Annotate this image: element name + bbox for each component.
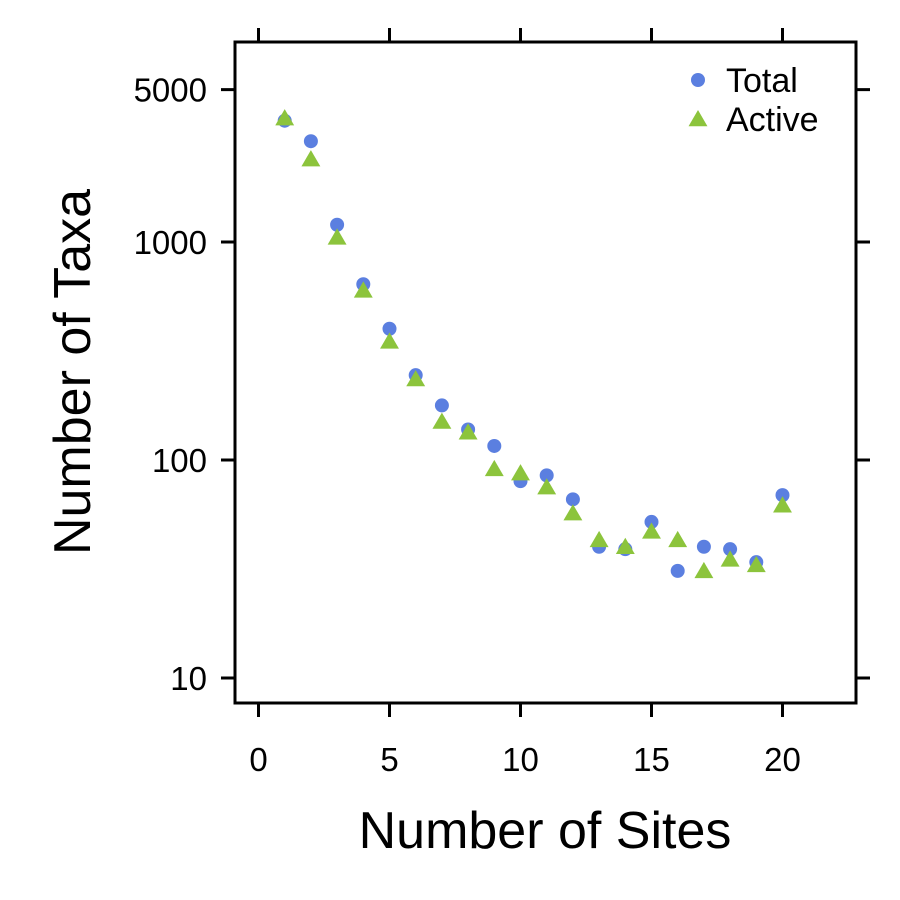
point-total	[303, 134, 318, 149]
point-total	[382, 321, 397, 336]
point-active	[589, 530, 609, 548]
point-active	[406, 370, 426, 387]
point-active	[275, 109, 295, 126]
point-total	[775, 488, 790, 503]
series-active	[275, 109, 792, 579]
point-active	[746, 555, 766, 573]
x-tick-label: 10	[502, 741, 539, 778]
data-points	[275, 109, 792, 579]
point-total	[487, 438, 502, 453]
y-tick-label: 10	[170, 660, 207, 697]
x-axis: 0 5 10 15 20	[249, 28, 801, 778]
point-active	[301, 150, 321, 167]
point-active	[615, 537, 635, 554]
point-active	[720, 550, 740, 567]
point-total	[696, 539, 711, 554]
point-total	[330, 217, 345, 232]
point-total	[565, 492, 580, 507]
x-tick-label: 15	[633, 741, 670, 778]
point-active	[327, 228, 347, 245]
legend-label-active: Active	[726, 101, 819, 139]
series-total	[277, 113, 790, 578]
point-active	[563, 504, 583, 521]
plot-frame	[233, 40, 858, 705]
point-active	[432, 412, 452, 429]
y-axis-title: Number of Taxa	[44, 189, 102, 555]
y-tick-label: 1000	[134, 224, 207, 261]
point-active	[380, 332, 399, 349]
point-active	[668, 530, 688, 548]
legend-marker-active	[688, 110, 708, 127]
y-axis: 10 100 1000 5000	[134, 72, 870, 697]
point-total	[434, 398, 449, 413]
point-active	[537, 478, 557, 495]
point-active	[484, 459, 504, 477]
point-active	[773, 496, 792, 513]
point-active	[353, 281, 373, 298]
legend-label-total: Total	[726, 62, 798, 100]
point-active	[642, 522, 661, 539]
point-active	[458, 423, 478, 440]
x-axis-title: Number of Sites	[359, 802, 732, 860]
x-tick-label: 5	[380, 741, 398, 778]
point-total	[644, 514, 659, 529]
legend-marker-total	[691, 73, 705, 87]
point-total	[723, 542, 738, 557]
point-total	[539, 468, 554, 483]
y-tick-label: 5000	[134, 72, 207, 109]
point-active	[511, 464, 530, 481]
point-total	[670, 563, 685, 578]
point-active	[694, 561, 714, 579]
x-tick-label: 0	[249, 741, 267, 778]
y-tick-label: 100	[152, 442, 207, 479]
x-tick-label: 20	[764, 741, 801, 778]
